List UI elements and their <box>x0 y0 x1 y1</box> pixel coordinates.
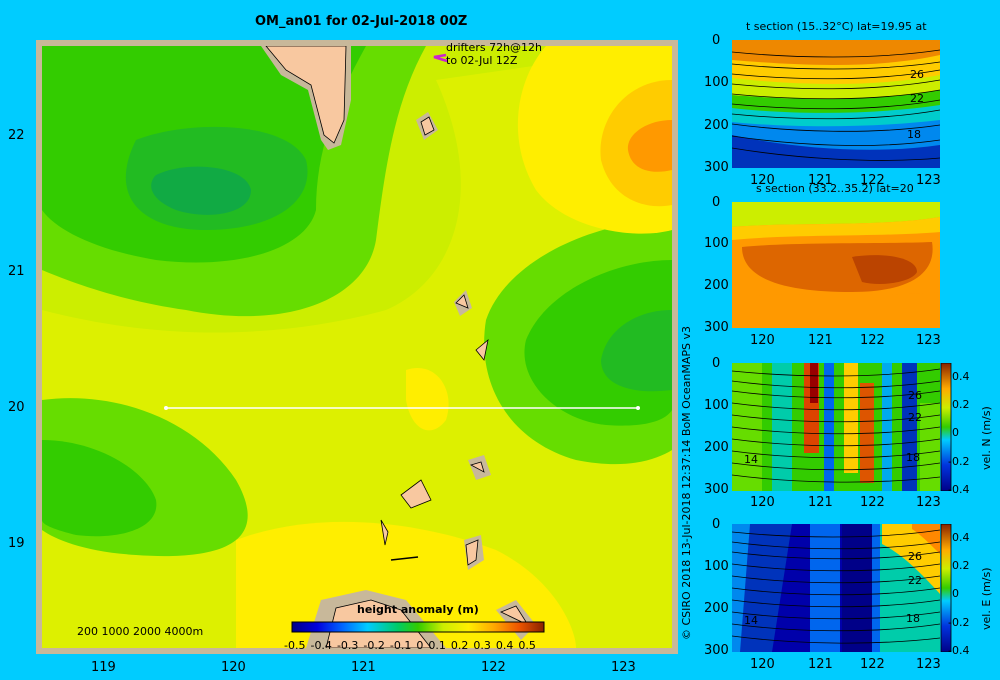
y-tick-20: 20 <box>8 400 25 415</box>
ve-cb-tick: -0.4 <box>948 644 970 657</box>
px-tick: 121 <box>808 333 833 348</box>
colorbar-title: height anomaly (m) <box>357 603 479 616</box>
cb-tick: 0.3 <box>473 639 491 652</box>
ve-contour-label: 26 <box>908 550 922 563</box>
cb-tick: -0.2 <box>363 639 385 652</box>
py-tick: 100 <box>704 559 729 574</box>
px-tick: 120 <box>750 495 775 510</box>
ve-contour-label: 22 <box>908 574 922 587</box>
height-colorbar <box>291 621 545 633</box>
s-section-panel[interactable] <box>732 202 940 328</box>
x-tick-119: 119 <box>91 660 116 675</box>
colorbar-ticks: -0.5 -0.4 -0.3 -0.2 -0.1 0 0.1 0.2 0.3 0… <box>284 639 536 652</box>
y-tick-22: 22 <box>8 128 25 143</box>
px-tick: 121 <box>808 173 833 188</box>
px-tick: 123 <box>916 333 941 348</box>
credit-text: © CSIRO 2018 13-Jul-2018 12:37:14 BoM Oc… <box>680 326 693 640</box>
vel-n-colorbar <box>940 363 952 491</box>
drifter-note-1: drifters 72h@12h <box>446 41 543 54</box>
px-tick: 120 <box>750 657 775 672</box>
main-map[interactable] <box>36 40 678 654</box>
vn-cb-tick: -0.2 <box>948 455 970 468</box>
px-tick: 122 <box>860 657 885 672</box>
px-tick: 122 <box>860 333 885 348</box>
px-tick: 121 <box>808 657 833 672</box>
depth-legend: 200 1000 2000 4000m <box>77 625 204 638</box>
x-tick-121: 121 <box>351 660 376 675</box>
y-tick-21: 21 <box>8 264 25 279</box>
py-tick: 100 <box>704 75 729 90</box>
cb-tick: 0.5 <box>518 639 536 652</box>
x-tick-122: 122 <box>481 660 506 675</box>
map-title: OM_an01 for 02-Jul-2018 00Z <box>255 14 468 29</box>
ve-cb-label: vel. E (m/s) <box>980 567 993 630</box>
cb-tick: 0.4 <box>495 639 514 652</box>
py-tick: 0 <box>712 356 721 371</box>
t-contour-label: 26 <box>910 68 924 81</box>
cb-tick: 0 <box>416 639 424 652</box>
x-tick-123: 123 <box>611 660 636 675</box>
px-tick: 122 <box>860 173 885 188</box>
ve-cb-tick: 0 <box>952 587 959 600</box>
vn-cb-tick: 0.4 <box>952 370 970 383</box>
px-tick: 121 <box>808 495 833 510</box>
drifter-note-2: to 02-Jul 12Z <box>446 54 518 67</box>
cb-tick: -0.1 <box>389 639 412 652</box>
py-tick: 0 <box>712 195 721 210</box>
vn-cb-tick: 0.2 <box>952 398 970 411</box>
vn-contour-label: 18 <box>906 451 920 464</box>
py-tick: 200 <box>704 601 729 616</box>
vel-e-panel[interactable]: 26 22 18 14 <box>732 524 940 652</box>
ve-cb-tick: -0.2 <box>948 616 970 629</box>
cb-tick: -0.3 <box>336 639 359 652</box>
cb-tick: -0.5 <box>284 639 306 652</box>
px-tick: 123 <box>916 495 941 510</box>
py-tick: 100 <box>704 236 729 251</box>
vn-cb-tick: -0.4 <box>948 483 970 496</box>
py-tick: 100 <box>704 398 729 413</box>
py-tick: 300 <box>704 320 729 335</box>
y-tick-19: 19 <box>8 536 25 551</box>
cb-tick: -0.4 <box>310 639 332 652</box>
ve-cb-tick: 0.2 <box>952 559 970 572</box>
taiwan-land <box>265 46 347 144</box>
t-section-panel[interactable]: 26 22 18 <box>732 40 940 168</box>
py-tick: 300 <box>704 160 729 175</box>
ve-contour-label: 18 <box>906 612 920 625</box>
t-section-title: t section (15..32°C) lat=19.95 at <box>746 20 927 33</box>
py-tick: 200 <box>704 278 729 293</box>
py-tick: 0 <box>712 517 721 532</box>
py-tick: 0 <box>712 33 721 48</box>
px-tick: 123 <box>916 657 941 672</box>
x-tick-120: 120 <box>221 660 246 675</box>
py-tick: 200 <box>704 440 729 455</box>
ve-contour-label: 14 <box>744 614 758 627</box>
vel-n-panel[interactable]: 26 22 18 14 <box>732 363 940 491</box>
cb-tick: 0.2 <box>450 639 469 652</box>
t-contour-label: 18 <box>907 128 921 141</box>
px-tick: 120 <box>750 173 775 188</box>
py-tick: 300 <box>704 482 729 497</box>
vn-contour-label: 14 <box>744 453 758 466</box>
vel-e-colorbar <box>940 524 952 652</box>
py-tick: 300 <box>704 643 729 658</box>
vn-cb-label: vel. N (m/s) <box>980 406 993 470</box>
py-tick: 200 <box>704 118 729 133</box>
cb-tick: 0.1 <box>428 639 446 652</box>
px-tick: 122 <box>860 495 885 510</box>
vn-cb-tick: 0 <box>952 426 959 439</box>
px-tick: 123 <box>916 173 941 188</box>
vn-contour-label: 22 <box>908 411 922 424</box>
ve-cb-tick: 0.4 <box>952 531 970 544</box>
t-contour-label: 22 <box>910 92 924 105</box>
vn-contour-label: 26 <box>908 389 922 402</box>
drifter-track <box>433 53 448 63</box>
s-section-title: s section (33.2..35.2) lat=20 <box>756 182 914 195</box>
px-tick: 120 <box>750 333 775 348</box>
